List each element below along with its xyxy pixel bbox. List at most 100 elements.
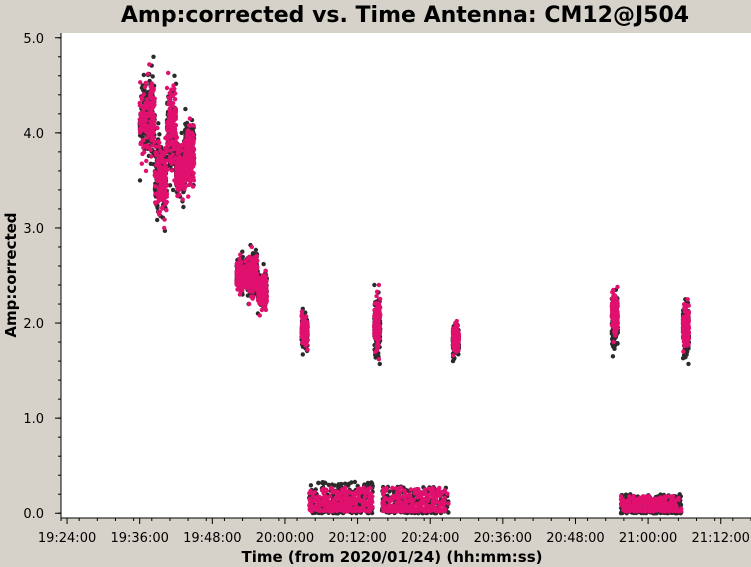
data-point — [377, 303, 382, 309]
data-point — [176, 183, 182, 188]
data-point — [352, 479, 358, 485]
data-point — [258, 281, 264, 286]
data-point — [250, 251, 256, 256]
data-point — [683, 324, 688, 330]
data-point — [236, 274, 241, 279]
data-point — [185, 136, 190, 141]
data-point — [612, 312, 618, 317]
data-point — [163, 162, 168, 167]
data-point — [166, 100, 172, 106]
data-point — [144, 158, 149, 164]
data-point — [189, 130, 194, 135]
data-point — [137, 178, 143, 183]
data-point — [165, 123, 171, 129]
data-point — [185, 144, 190, 149]
data-point — [149, 154, 154, 159]
data-point — [148, 84, 153, 89]
data-point — [342, 481, 348, 486]
data-point — [686, 361, 691, 367]
data-point — [164, 208, 169, 213]
data-point — [451, 353, 456, 358]
data-point — [190, 184, 196, 189]
data-point — [255, 265, 260, 270]
data-point — [612, 294, 617, 299]
data-point — [237, 256, 242, 261]
data-point — [158, 166, 163, 171]
data-point — [259, 299, 264, 304]
data-point — [157, 132, 162, 137]
data-point — [172, 73, 177, 79]
data-point — [613, 330, 619, 335]
data-point — [157, 159, 163, 164]
data-point — [141, 106, 146, 111]
data-point — [169, 161, 174, 166]
data-point — [144, 97, 150, 102]
data-point — [249, 244, 254, 250]
data-point — [151, 88, 156, 93]
data-point — [334, 508, 340, 514]
data-point — [183, 162, 189, 167]
data-point — [137, 127, 142, 132]
data-point — [623, 492, 629, 497]
data-point — [373, 314, 379, 319]
data-point — [149, 126, 154, 132]
data-point — [452, 342, 457, 348]
data-point — [162, 182, 167, 187]
data-point — [257, 278, 263, 283]
data-point — [175, 193, 180, 199]
data-point — [175, 162, 181, 167]
data-point — [168, 134, 173, 140]
data-point — [164, 85, 170, 91]
data-point — [165, 133, 170, 138]
data-point — [327, 509, 332, 514]
data-point — [324, 504, 329, 509]
data-point — [162, 217, 167, 222]
data-point — [682, 328, 687, 333]
data-point — [186, 177, 191, 182]
data-point — [452, 347, 457, 352]
data-point — [171, 122, 176, 127]
data-point — [180, 197, 185, 202]
data-point — [611, 287, 616, 293]
data-point — [158, 183, 163, 188]
data-point — [167, 128, 172, 134]
data-point — [155, 217, 160, 223]
data-point — [303, 319, 308, 325]
data-point — [372, 282, 377, 288]
data-point — [258, 295, 263, 300]
data-point — [377, 296, 383, 302]
data-point — [157, 170, 162, 175]
data-point — [164, 167, 170, 173]
data-point — [141, 72, 146, 78]
data-point — [325, 498, 331, 504]
data-point — [152, 135, 157, 140]
data-point — [258, 285, 264, 290]
data-point — [372, 331, 377, 336]
data-point — [151, 54, 156, 59]
data-point — [155, 195, 161, 200]
data-points — [137, 54, 692, 516]
data-point — [138, 80, 143, 85]
data-point — [153, 144, 158, 149]
data-point — [299, 328, 305, 333]
data-point — [176, 150, 181, 155]
data-point — [187, 156, 192, 162]
data-point — [252, 284, 257, 289]
data-point — [250, 296, 255, 301]
data-point — [186, 128, 191, 133]
data-point — [329, 503, 335, 508]
data-point — [611, 305, 616, 310]
data-point — [300, 322, 305, 327]
data-point — [346, 481, 352, 486]
data-point — [375, 345, 380, 351]
data-point — [156, 199, 161, 204]
data-point — [157, 144, 162, 149]
data-point — [362, 501, 367, 507]
data-point — [315, 494, 321, 499]
data-point — [191, 123, 196, 128]
data-point — [346, 508, 351, 513]
data-point — [252, 269, 258, 274]
data-point — [183, 106, 188, 112]
data-point — [684, 349, 690, 354]
